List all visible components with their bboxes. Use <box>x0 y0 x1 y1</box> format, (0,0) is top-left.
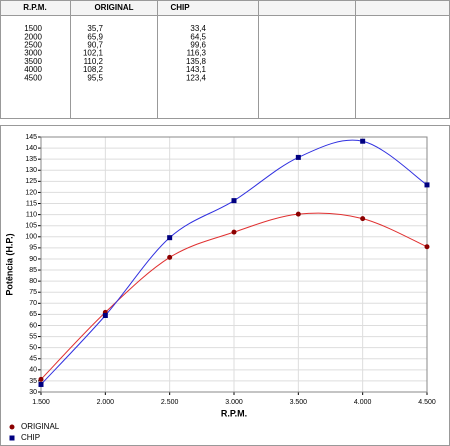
table-cell: 90,7 <box>87 41 103 50</box>
x-tick-label: 4.000 <box>354 399 372 406</box>
data-point <box>38 376 44 382</box>
data-point <box>38 381 44 387</box>
data-point <box>167 254 173 260</box>
y-tick-label: 85 <box>29 267 37 274</box>
table-cell: 35,7 <box>87 24 103 33</box>
data-point <box>360 138 366 144</box>
table-cell: 65,9 <box>87 32 103 41</box>
y-axis-title: Potência (H.P.) <box>4 233 14 295</box>
y-tick-label: 50 <box>29 344 37 351</box>
legend-label: CHIP <box>21 433 40 442</box>
x-axis-title: R.P.M. <box>221 408 247 418</box>
y-tick-label: 55 <box>29 333 37 340</box>
y-tick-label: 105 <box>25 223 37 230</box>
x-tick-label: 2.500 <box>161 399 179 406</box>
table-cell: 33,4 <box>190 24 206 33</box>
x-tick-label: 2.000 <box>97 399 115 406</box>
y-tick-label: 65 <box>29 311 37 318</box>
x-tick-label: 3.000 <box>225 399 243 406</box>
table-cell: 2000 <box>24 32 42 41</box>
table-cell: 116,3 <box>187 49 207 58</box>
x-tick-label: 4.500 <box>418 399 436 406</box>
table-header: ORIGINAL <box>94 3 133 12</box>
y-tick-label: 100 <box>25 234 37 241</box>
table-cell: 4500 <box>24 73 42 82</box>
y-tick-label: 110 <box>26 211 37 218</box>
table-cell: 3000 <box>24 49 42 58</box>
x-tick-label: 1.500 <box>32 399 50 406</box>
data-point <box>360 216 366 222</box>
table-cell: 95,5 <box>87 73 103 82</box>
data-point <box>231 229 237 235</box>
y-tick-label: 30 <box>29 389 37 396</box>
y-tick-label: 35 <box>29 378 37 385</box>
y-tick-label: 145 <box>25 134 37 141</box>
data-point <box>424 182 430 188</box>
legend-marker <box>9 424 15 430</box>
legend-marker <box>9 435 15 441</box>
plot-frame <box>40 136 428 393</box>
y-tick-label: 90 <box>29 256 37 263</box>
y-tick-label: 95 <box>29 245 37 252</box>
chart-frame <box>0 125 450 446</box>
table-header-bg <box>1 1 449 15</box>
data-point <box>102 313 108 318</box>
y-tick-label: 70 <box>29 300 37 307</box>
y-tick-label: 135 <box>25 156 37 163</box>
y-tick-label: 40 <box>29 367 37 374</box>
data-point <box>295 154 301 160</box>
table-frame <box>0 0 450 119</box>
y-tick-label: 60 <box>29 322 37 329</box>
legend-label: ORIGINAL <box>21 422 60 431</box>
data-point <box>424 244 430 250</box>
data-point <box>167 235 173 241</box>
table-cell: 4000 <box>24 65 42 74</box>
table-header: R.P.M. <box>23 3 46 12</box>
table-cell: 108,2 <box>83 65 104 74</box>
table-header: CHIP <box>170 3 190 12</box>
table-cell: 135,8 <box>186 57 207 66</box>
y-tick-label: 115 <box>26 200 37 207</box>
data-point <box>295 211 301 217</box>
y-tick-label: 80 <box>29 278 37 285</box>
table-cell: 110,2 <box>84 57 104 66</box>
table-cell: 99,6 <box>190 41 206 50</box>
data-point <box>231 198 237 204</box>
table-cell: 3500 <box>24 57 42 66</box>
y-tick-label: 75 <box>29 289 37 296</box>
y-tick-label: 120 <box>25 189 37 196</box>
table-cell: 2500 <box>24 41 42 50</box>
table-cell: 102,1 <box>83 49 104 58</box>
y-tick-label: 130 <box>25 167 37 174</box>
x-tick-label: 3.500 <box>290 399 308 406</box>
y-tick-label: 125 <box>25 178 37 185</box>
table-cell: 123,4 <box>186 73 207 82</box>
y-tick-label: 140 <box>25 145 37 152</box>
table-cell: 143,1 <box>186 65 207 74</box>
y-tick-label: 45 <box>29 356 37 363</box>
table-cell: 1500 <box>24 24 42 33</box>
table-cell: 64,5 <box>190 32 206 41</box>
